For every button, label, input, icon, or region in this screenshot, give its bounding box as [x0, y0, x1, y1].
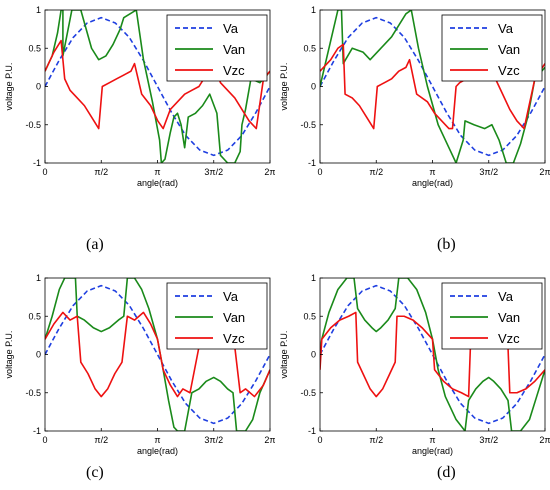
legend-label-va: Va — [498, 289, 514, 304]
chart-panel-a: 0 π/2 π 3π/2 2π 1 0.5 0 -0.5 -1 angle(rad) voltage … — [4, 5, 275, 188]
y-axis-label: voltage P.U. — [4, 331, 14, 379]
y-axis-label: voltage P.U. — [279, 331, 289, 379]
legend-label-va: Va — [223, 21, 239, 36]
x-tick-label: 2π — [539, 435, 550, 445]
legend-label-vzc: Vzc — [223, 63, 245, 78]
caption-b: (b) — [437, 236, 456, 253]
x-tick-label: 2π — [264, 167, 275, 177]
legend-label-va: Va — [223, 289, 239, 304]
legend-label-van: Van — [498, 42, 520, 57]
x-tick-label: 2π — [539, 167, 550, 177]
chart-panel-c: 0 π/2 π 3π/2 2π 1 0.5 0 -0.5 -1 angle(rad) voltage … — [4, 273, 275, 456]
y-tick-label: -0.5 — [300, 388, 316, 398]
y-tick-label: -1 — [33, 158, 41, 168]
series-line-va — [45, 284, 270, 425]
chart-panel-b: 0 π/2 π 3π/2 2π 1 0.5 0 -0.5 -1 angle(rad) voltage … — [279, 5, 550, 188]
x-tick-label: π/2 — [94, 167, 108, 177]
x-tick-label: 3π/2 — [479, 167, 498, 177]
y-tick-label: -0.5 — [300, 120, 316, 130]
chart-panel-d: 0 π/2 π 3π/2 2π 1 0.5 0 -0.5 -1 angle(rad) voltage … — [279, 273, 550, 456]
x-tick-label: 3π/2 — [479, 435, 498, 445]
caption-d: (d) — [437, 464, 456, 481]
series-line-van — [320, 278, 545, 431]
y-tick-label: -1 — [308, 426, 316, 436]
legend-label-van: Van — [223, 310, 245, 325]
series-line-vzc — [45, 39, 270, 130]
legend-label-vzc: Vzc — [498, 63, 520, 78]
x-tick-label: π — [429, 167, 435, 177]
y-tick-label: 0 — [36, 350, 41, 360]
y-tick-label: -1 — [308, 158, 316, 168]
legend-label-vzc: Vzc — [498, 331, 520, 346]
legend-label-van: Van — [498, 310, 520, 325]
y-axis-label: voltage P.U. — [4, 63, 14, 111]
y-tick-label: 0 — [311, 350, 316, 360]
y-tick-label: 1 — [311, 273, 316, 283]
y-axis-label: voltage P.U. — [279, 63, 289, 111]
legend-box — [441, 14, 543, 82]
x-tick-label: 0 — [42, 167, 47, 177]
x-axis-label: angle(rad) — [412, 178, 453, 188]
y-tick-label: 1 — [311, 5, 316, 15]
x-tick-label: 0 — [42, 435, 47, 445]
legend-label-van: Van — [223, 42, 245, 57]
y-tick-label: 0 — [36, 82, 41, 92]
y-tick-label: 0.5 — [303, 311, 316, 321]
x-tick-label: π/2 — [369, 167, 383, 177]
y-tick-label: 0.5 — [303, 43, 316, 53]
y-tick-label: 1 — [36, 5, 41, 15]
x-tick-label: 0 — [317, 167, 322, 177]
x-tick-label: π — [429, 435, 435, 445]
legend-box — [166, 282, 268, 350]
legend-box — [166, 14, 268, 82]
caption-a: (a) — [86, 236, 104, 253]
x-tick-label: 3π/2 — [204, 435, 223, 445]
x-tick-label: 2π — [264, 435, 275, 445]
series-line-va — [320, 284, 545, 425]
x-tick-label: π/2 — [369, 435, 383, 445]
series-line-van — [45, 10, 270, 163]
y-tick-label: 0 — [311, 82, 316, 92]
series-line-va — [45, 16, 270, 157]
x-tick-label: 3π/2 — [204, 167, 223, 177]
series-line-vzc — [320, 43, 545, 130]
y-tick-label: 0.5 — [28, 43, 41, 53]
y-tick-label: 0.5 — [28, 311, 41, 321]
series-line-va — [320, 16, 545, 157]
y-tick-label: -0.5 — [25, 388, 41, 398]
x-axis-label: angle(rad) — [137, 446, 178, 456]
x-tick-label: 0 — [317, 435, 322, 445]
y-tick-label: -1 — [33, 426, 41, 436]
x-axis-label: angle(rad) — [137, 178, 178, 188]
x-axis-label: angle(rad) — [412, 446, 453, 456]
x-tick-label: π — [154, 167, 160, 177]
y-tick-label: 1 — [36, 273, 41, 283]
x-tick-label: π/2 — [94, 435, 108, 445]
y-tick-label: -0.5 — [25, 120, 41, 130]
caption-c: (c) — [86, 464, 104, 481]
x-tick-label: π — [154, 435, 160, 445]
legend-label-vzc: Vzc — [223, 331, 245, 346]
series-line-van — [320, 10, 545, 163]
legend-label-va: Va — [498, 21, 514, 36]
legend-box — [441, 282, 543, 350]
